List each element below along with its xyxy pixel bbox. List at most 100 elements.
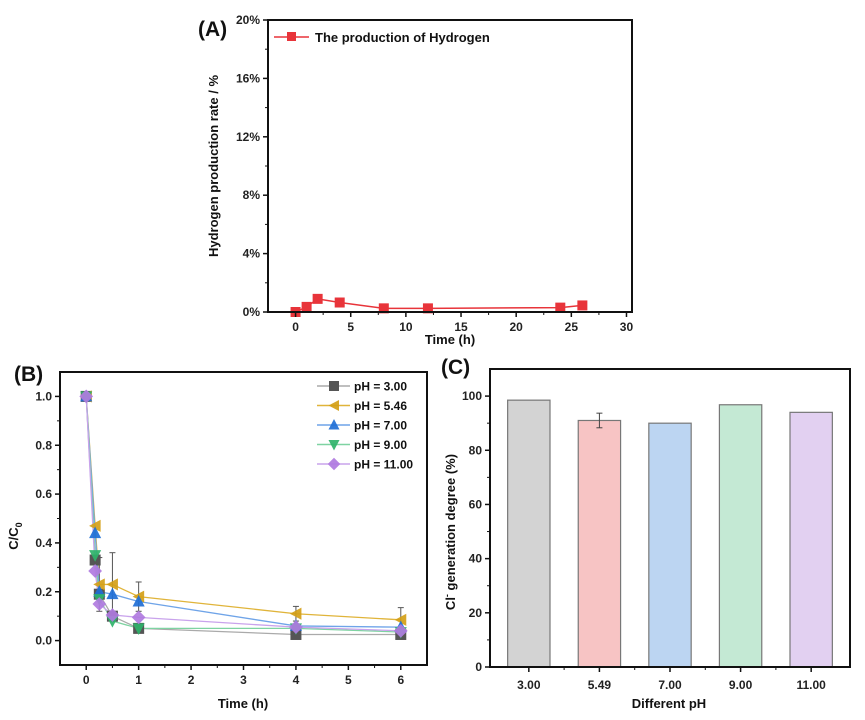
panel-a-label: (A) [198,18,227,41]
y-tick-label: 1.0 [35,389,52,403]
y-tick-label: 0.8 [35,438,52,452]
data-point-series-4 [79,389,94,404]
bar-7.00 [648,422,692,668]
x-tick-label: 2 [188,673,195,687]
data-point-series-4 [88,564,103,578]
panel-a-legend-marker [287,32,296,41]
data-point-hydrogen [577,300,588,311]
x-tick-label: 3 [240,673,247,687]
data-point-series-1 [93,578,105,591]
x-tick-label: 7.00 [658,678,682,692]
data-point-series-3 [106,616,119,628]
data-point-hydrogen [378,303,389,314]
legend-label-0: pH = 3.00 [354,380,407,394]
svg-text:C/C0: C/C0 [6,522,24,549]
panel-b-y-ticks: 0.0 0.2 0.4 0.6 0.8 1.0 [35,389,60,648]
panel-c-chloride-chart: 3.00 5.49 7.00 9.00 11.00 0 20 40 60 80 100 (C) D… [441,356,851,711]
data-point-series-4 [92,597,107,611]
x-tick-label: 0 [292,320,299,334]
panel-b-y-axis-title-main: C/C [6,527,21,550]
bar-5.49 [577,419,622,668]
y-tick-label: 16% [236,71,260,85]
data-point-series-4 [105,608,120,622]
legend-label-1: pH = 5.46 [354,399,407,413]
x-tick-label: 1 [135,673,142,687]
legend-marker-2 [328,419,340,430]
panel-a-y-ticks: 0% 4% 8% 12% 16% 20% [236,13,268,319]
legend-marker-0 [329,381,339,391]
panel-b-y-axis-title-sub: 0 [14,522,24,527]
panel-a-x-ticks: 0 5 10 15 20 25 30 [292,312,633,334]
x-tick-label: 6 [397,673,404,687]
data-point-series-3 [89,550,102,562]
legend-label-2: pH = 7.00 [354,419,407,433]
y-tick-label: 0.6 [35,487,52,501]
svg-text:Cl- generation degree (%): Cl- generation degree (%) [442,454,458,610]
x-tick-label: 20 [510,320,524,334]
y-tick-label: 40 [469,552,483,566]
panel-c-y-axis-title-rest: generation degree (%) [443,454,458,594]
panel-a-x-axis-title: Time (h) [425,332,475,347]
panel-a-marks [290,293,588,317]
y-tick-label: 0.4 [35,536,52,550]
x-tick-label: 4 [293,673,300,687]
panel-a-legend-label: The production of Hydrogen [315,30,490,45]
panel-b-x-ticks: 0 1 2 3 4 5 6 [83,665,404,687]
data-point-series-2 [89,526,102,539]
panel-b-marks [79,389,408,640]
x-tick-label: 30 [620,320,634,334]
legend-label-4: pH = 11.00 [354,458,413,472]
x-tick-label: 5 [347,320,354,334]
data-point-hydrogen [555,302,566,313]
y-tick-label: 20% [236,13,260,27]
x-tick-label: 9.00 [729,678,753,692]
y-tick-label: 0% [243,305,261,319]
data-point-series-1 [89,519,101,532]
panel-b-label: (B) [14,363,43,386]
panel-c-y-axis-title-main: Cl [443,597,458,610]
data-point-series-2 [106,587,119,600]
y-tick-label: 20 [469,606,483,620]
y-tick-label: 0.2 [35,585,52,599]
panel-a-hydrogen-chart: 0 5 10 15 20 25 30 0% 4% 8% 12% 16% 20% (A) Time (h… [198,13,633,347]
panel-c-y-ticks: 0 20 40 60 80 100 [462,389,490,674]
legend-marker-3 [328,440,340,451]
legend-marker-1 [328,400,339,411]
panel-c-marks [507,399,833,668]
bar-3.00 [507,399,551,668]
panel-c-x-axis-title: Different pH [632,696,706,711]
data-point-hydrogen [312,293,323,304]
panel-b-y-axis-title: C/C0 [6,522,24,549]
x-tick-label: 15 [454,320,468,334]
y-tick-label: 60 [469,497,483,511]
data-point-series-4 [289,620,303,635]
data-point-series-3 [132,623,145,635]
data-point-series-1 [106,578,118,591]
legend-label-3: pH = 9.00 [354,438,407,452]
panel-b-x-axis-title: Time (h) [218,696,268,711]
data-point-series-1 [289,607,302,620]
y-tick-label: 12% [236,130,260,144]
x-tick-label: 0 [83,673,90,687]
y-tick-label: 0 [475,660,482,674]
bar-9.00 [718,404,763,668]
x-tick-label: 10 [399,320,413,334]
x-tick-label: 11.00 [796,678,826,692]
legend-marker-4 [327,457,341,471]
panel-c-x-ticks: 3.00 5.49 7.00 9.00 11.00 [517,667,826,692]
y-tick-label: 0.0 [35,634,52,648]
panel-a-y-axis-title: Hydrogen production rate / % [206,75,221,257]
panel-c-label: (C) [441,356,470,379]
bar-11.00 [789,411,833,668]
panel-a-legend: The production of Hydrogen [274,30,490,45]
y-tick-label: 4% [243,247,261,261]
x-tick-label: 25 [565,320,579,334]
data-point-hydrogen [301,301,312,312]
panel-c-y-axis-title-sup: - [442,594,452,597]
data-point-series-2 [132,594,145,607]
x-tick-label: 5 [345,673,352,687]
panel-b-legend: pH = 3.00 pH = 5.46 pH = 7.00 pH = 9.00 pH =… [317,380,413,472]
data-point-hydrogen [422,303,433,314]
